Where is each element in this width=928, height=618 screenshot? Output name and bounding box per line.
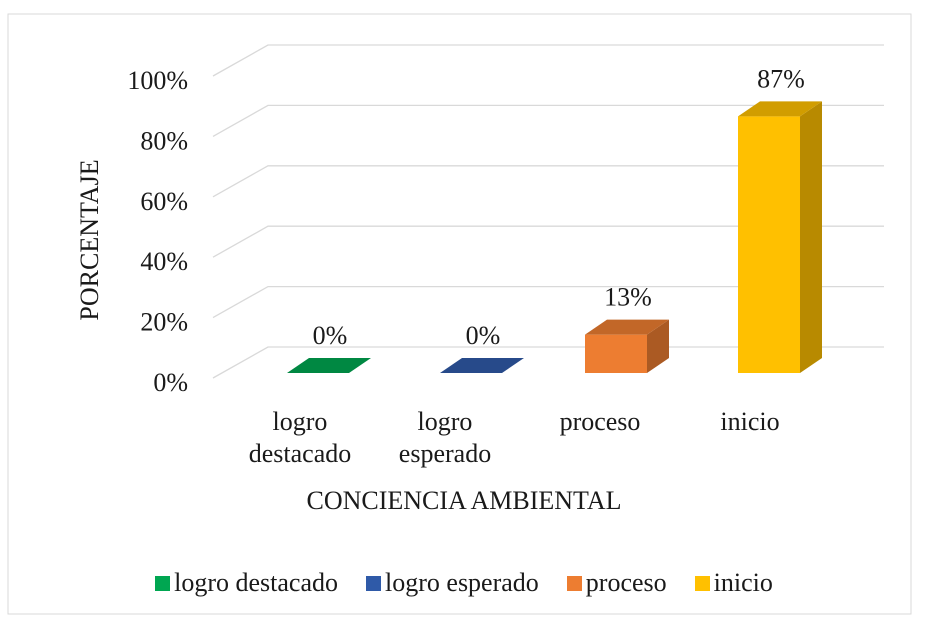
bar-top xyxy=(287,358,371,373)
bar-top xyxy=(585,319,669,335)
data-label: 13% xyxy=(604,283,652,312)
legend-label: inicio xyxy=(713,568,773,597)
bar-front xyxy=(585,334,647,373)
bar-top xyxy=(440,358,524,373)
data-label: 87% xyxy=(757,64,805,93)
y-tick-label: 60% xyxy=(140,187,188,216)
x-axis-label: CONCIENCIA AMBIENTAL xyxy=(306,486,622,515)
grid-line xyxy=(212,225,884,258)
y-tick-label: 80% xyxy=(140,126,188,155)
y-tick-label: 40% xyxy=(140,247,188,276)
legend-label: logro esperado xyxy=(385,568,539,597)
grid-line xyxy=(212,104,884,137)
x-tick-label: proceso xyxy=(559,407,641,436)
chart-border xyxy=(7,13,912,615)
legend-swatch xyxy=(366,575,382,591)
legend-label: logro destacado xyxy=(174,568,339,597)
x-tick-label: inicio xyxy=(720,407,780,436)
x-tick-label: logro esperado xyxy=(398,407,492,468)
legend-swatch xyxy=(566,575,582,591)
grid-line xyxy=(212,346,884,379)
bar-side xyxy=(647,319,669,373)
legend-item: inicio xyxy=(694,568,773,598)
legend: logro destacado logro esperado proceso inic… xyxy=(0,568,928,598)
legend-item: logro esperado xyxy=(366,568,539,598)
y-tick-label: 0% xyxy=(153,368,188,397)
y-tick-label: 100% xyxy=(127,66,188,95)
legend-swatch xyxy=(694,575,710,591)
legend-item: logro destacado xyxy=(155,568,338,598)
y-axis-label: PORCENTAJE xyxy=(75,159,104,320)
bar-side xyxy=(800,101,822,373)
bar-front xyxy=(738,116,800,373)
y-tick-label: 20% xyxy=(140,308,188,337)
bar-top xyxy=(738,101,822,117)
x-tick-label: logro destacado xyxy=(248,407,352,468)
legend-label: proceso xyxy=(585,568,667,597)
grid-line xyxy=(212,165,884,198)
data-label: 0% xyxy=(313,321,348,350)
legend-swatch xyxy=(155,575,171,591)
grid-line xyxy=(212,44,884,77)
grid-line xyxy=(212,285,884,319)
legend-item: proceso xyxy=(566,568,667,598)
data-label: 0% xyxy=(466,321,501,350)
